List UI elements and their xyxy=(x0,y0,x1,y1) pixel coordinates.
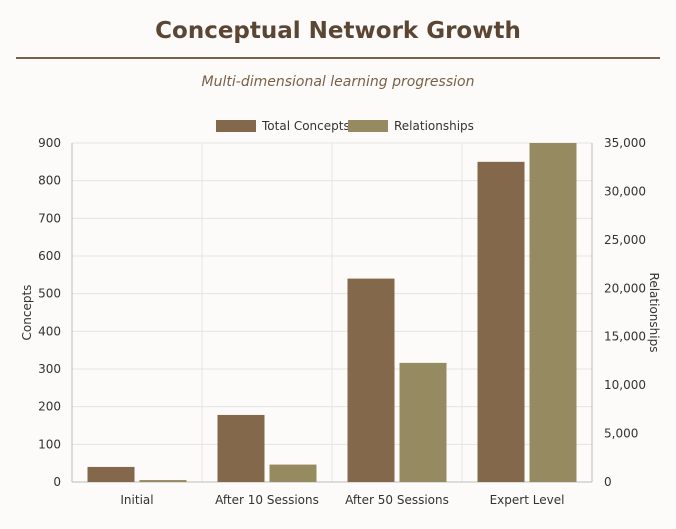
y-tick-label-left: 300 xyxy=(38,362,61,376)
y-tick-label-left: 600 xyxy=(38,249,61,263)
x-tick-label: Initial xyxy=(120,493,153,507)
y-axis-title-right: Relationships xyxy=(647,273,661,353)
x-tick-label: After 10 Sessions xyxy=(215,493,319,507)
legend-label-relationships: Relationships xyxy=(394,119,474,133)
bar-relationships xyxy=(139,480,187,482)
y-tick-label-right: 10,000 xyxy=(604,378,646,392)
bar-relationships xyxy=(269,464,317,482)
title-divider xyxy=(16,57,660,59)
y-tick-label-right: 25,000 xyxy=(604,233,646,247)
y-tick-label-right: 35,000 xyxy=(604,136,646,150)
legend-swatch-relationships xyxy=(348,120,388,132)
y-axis-title-left: Concepts xyxy=(20,285,34,341)
legend-label-concepts: Total Concepts xyxy=(261,119,350,133)
bar-total-concepts xyxy=(347,278,395,482)
chart-subtitle: Multi-dimensional learning progression xyxy=(201,74,475,90)
bar-total-concepts xyxy=(87,466,135,482)
y-tick-label-left: 800 xyxy=(38,174,61,188)
y-tick-label-right: 15,000 xyxy=(604,330,646,344)
y-tick-label-left: 0 xyxy=(53,475,61,489)
bar-relationships xyxy=(529,143,577,482)
y-tick-label-right: 5,000 xyxy=(604,427,638,441)
y-tick-label-left: 500 xyxy=(38,287,61,301)
y-tick-label-left: 900 xyxy=(38,136,61,150)
x-tick-label: After 50 Sessions xyxy=(345,493,449,507)
y-tick-label-right: 0 xyxy=(604,475,612,489)
y-tick-label-left: 200 xyxy=(38,400,61,414)
y-tick-label-left: 100 xyxy=(38,437,61,451)
legend-swatch-concepts xyxy=(216,120,256,132)
x-tick-label: Expert Level xyxy=(490,493,565,507)
bar-total-concepts xyxy=(217,414,265,482)
y-tick-label-right: 20,000 xyxy=(604,281,646,295)
y-tick-label-left: 400 xyxy=(38,324,61,338)
chart-title: Conceptual Network Growth xyxy=(155,18,521,44)
bar-total-concepts xyxy=(477,161,525,483)
bar-relationships xyxy=(399,362,447,482)
y-tick-label-right: 30,000 xyxy=(604,184,646,198)
y-tick-label-left: 700 xyxy=(38,211,61,225)
